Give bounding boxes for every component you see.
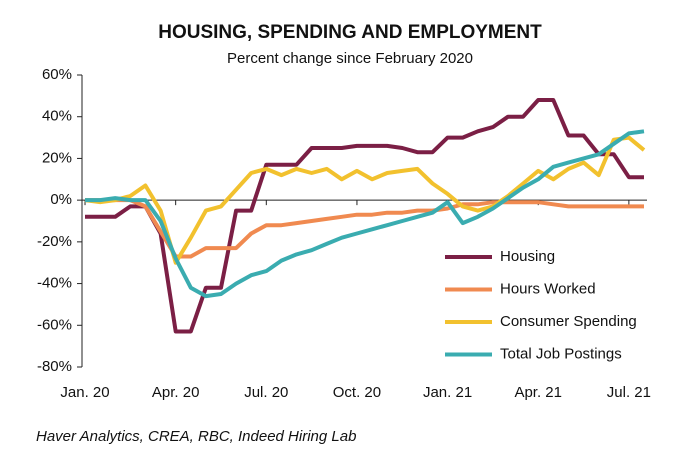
y-tick-label: -20% [37,233,72,250]
series-line [85,98,644,334]
y-tick-label: 0% [50,191,72,208]
chart-title: HOUSING, SPENDING AND EMPLOYMENT [158,22,542,43]
legend-label: Hours Worked [500,280,596,297]
chart-subtitle: Percent change since February 2020 [227,50,473,67]
legend-label: Total Job Postings [500,345,622,362]
y-tick-label: 20% [42,149,72,166]
x-tick-label: Jan. 20 [60,384,109,401]
x-tick-label: Jul. 20 [244,384,288,401]
x-tick-label: Oct. 20 [333,384,381,401]
y-tick-label: -40% [37,275,72,292]
y-tick-label: -80% [37,358,72,375]
legend-label: Housing [500,248,555,265]
series-line [84,135,646,265]
y-tick-label: 60% [42,66,72,83]
x-tick-label: Apr. 20 [152,384,200,401]
y-tick-label: 40% [42,108,72,125]
y-tick-label: -60% [37,316,72,333]
source-note: Haver Analytics, CREA, RBC, Indeed Hirin… [36,428,356,445]
x-tick-label: Jul. 21 [607,384,651,401]
legend-label: Consumer Spending [500,313,637,330]
x-tick-label: Apr. 21 [514,384,562,401]
series-line [85,198,644,259]
series-line [85,129,645,299]
x-tick-label: Jan. 21 [423,384,472,401]
